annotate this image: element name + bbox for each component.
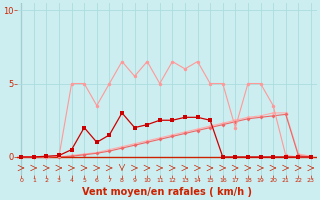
X-axis label: Vent moyen/en rafales ( km/h ): Vent moyen/en rafales ( km/h ) [82, 187, 252, 197]
